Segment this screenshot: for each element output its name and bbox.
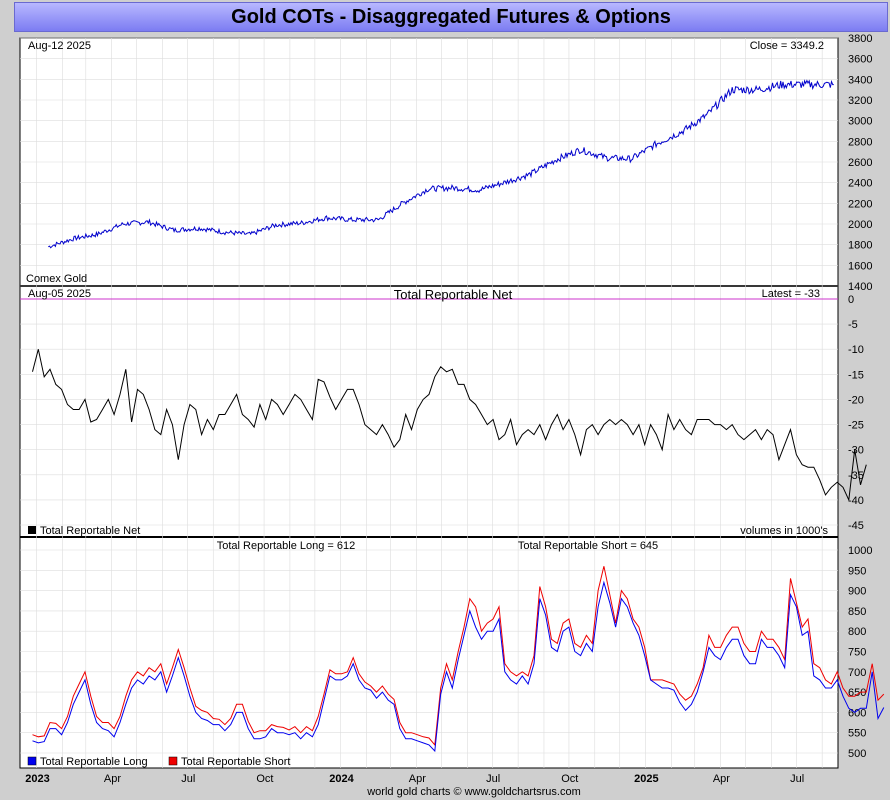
long-value-label: Total Reportable Long = 612 [217,540,356,552]
price-y-tick-label: 3800 [848,33,872,45]
short-legend-label: Total Reportable Short [181,756,290,768]
x-tick-label: Apr [713,773,730,785]
x-tick-label: 2023 [25,773,49,785]
price-y-tick-label: 2000 [848,219,872,231]
price-y-tick-label: 2800 [848,136,872,148]
ls-y-tick-label: 1000 [848,545,872,557]
chart-title: Gold COTs - Disaggregated Futures & Opti… [231,6,671,28]
price-close-label: Close = 3349.2 [750,40,824,52]
net-y-tick-label: -40 [848,495,864,507]
price-series-label: Comex Gold [26,273,87,285]
price-y-tick-label: 3400 [848,74,872,86]
net-panel-title: Total Reportable Net [394,287,513,302]
net-y-tick-label: -5 [848,319,858,331]
price-y-tick-label: 3200 [848,95,872,107]
ls-y-tick-label: 550 [848,728,866,740]
net-latest-label: Latest = -33 [762,288,820,300]
long-series-line [32,580,885,753]
x-tick-label: Jul [181,773,195,785]
title-bar [14,2,888,32]
net-y-tick-label: -45 [848,520,864,532]
net-panel [19,285,839,538]
long-legend-label: Total Reportable Long [40,756,148,768]
price-y-tick-label: 1400 [848,281,872,293]
price-y-tick-label: 2200 [848,198,872,210]
net-y-tick-label: -10 [848,344,864,356]
ls-y-tick-label: 750 [848,647,866,659]
x-tick-label: Apr [104,773,121,785]
x-tick-label: 2024 [329,773,354,785]
ls-y-tick-label: 950 [848,565,866,577]
x-tick-label: Jul [790,773,804,785]
price-y-tick-label: 3000 [848,116,872,128]
series-layer [32,79,885,753]
price-date-label: Aug-12 2025 [28,40,91,52]
price-y-tick-label: 2400 [848,178,872,190]
grid-layer [20,37,838,768]
short-series-line [32,566,885,747]
x-tick-label: Oct [256,773,273,785]
short-value-label: Total Reportable Short = 645 [518,540,658,552]
long-short-panel [19,536,839,769]
ls-y-tick-label: 800 [848,626,866,638]
net-units-label: volumes in 1000's [740,525,828,537]
net-y-tick-label: -30 [848,445,864,457]
ls-y-tick-label: 650 [848,687,866,699]
x-tick-label: Jul [486,773,500,785]
net-y-tick-label: 0 [848,294,854,306]
net-series-line [32,349,867,502]
x-tick-label: Apr [409,773,426,785]
price-series-line [48,79,834,249]
footer-credit: world gold charts © www.goldchartsrus.co… [366,786,581,798]
price-y-tick-label: 1800 [848,240,872,252]
ls-y-tick-label: 500 [848,748,866,760]
long-legend-swatch [27,756,37,766]
net-legend-swatch [28,526,36,534]
net-date-label: Aug-05 2025 [28,288,91,300]
ls-y-tick-label: 850 [848,606,866,618]
net-y-tick-label: -20 [848,394,864,406]
net-y-tick-label: -25 [848,420,864,432]
short-legend-swatch [168,756,178,766]
price-y-tick-label: 1600 [848,260,872,272]
x-tick-label: 2025 [634,773,658,785]
net-legend-label: Total Reportable Net [40,525,140,537]
net-y-tick-label: -15 [848,369,864,381]
price-y-tick-label: 3600 [848,54,872,66]
ls-y-tick-label: 900 [848,586,866,598]
x-tick-label: Oct [561,773,578,785]
ls-y-tick-label: 700 [848,667,866,679]
price-y-tick-label: 2600 [848,157,872,169]
